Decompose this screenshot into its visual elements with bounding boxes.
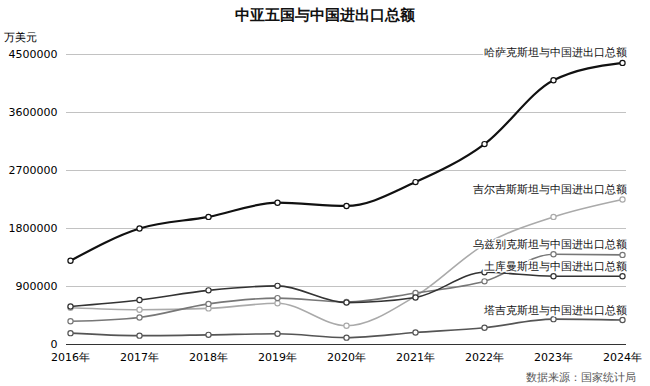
html-text:中亚五国与中国进出口总额: 中亚五国与中国进出口总额: [235, 6, 415, 24]
html-text:数据来源：国家统计局: 数据来源：国家统计局: [526, 371, 636, 384]
svg-text:2022年: 2022年: [465, 351, 504, 364]
svg-text:土库曼斯坦与中国进出口总额: 土库曼斯坦与中国进出口总额: [484, 260, 627, 273]
svg-text:塔吉克斯坦与中国进出口总额: 塔吉克斯坦与中国进出口总额: [483, 304, 627, 317]
svg-text:3600000: 3600000: [9, 106, 58, 119]
svg-text:吉尔吉斯斯坦与中国进出口总额: 吉尔吉斯斯坦与中国进出口总额: [473, 183, 627, 196]
svg-text:2024年: 2024年: [603, 351, 642, 364]
svg-text:4500000: 4500000: [9, 48, 58, 61]
svg-text:哈萨克斯坦与中国进出口总额: 哈萨克斯坦与中国进出口总额: [484, 46, 627, 59]
svg-text:2021年: 2021年: [396, 351, 435, 364]
svg-text:2016年: 2016年: [51, 351, 90, 364]
svg-text:万美元: 万美元: [4, 31, 37, 44]
svg-text:2017年: 2017年: [120, 351, 159, 364]
svg-text:2700000: 2700000: [9, 164, 58, 177]
svg-text:1800000: 1800000: [9, 222, 58, 235]
svg-text:2019年: 2019年: [258, 351, 297, 364]
svg-text:0: 0: [51, 338, 58, 351]
svg-text:2020年: 2020年: [327, 351, 366, 364]
svg-text:2018年: 2018年: [189, 351, 228, 364]
svg-text:900000: 900000: [16, 280, 58, 293]
svg-text:乌兹别克斯坦与中国进出口总额: 乌兹别克斯坦与中国进出口总额: [473, 238, 627, 251]
svg-text:2023年: 2023年: [534, 351, 573, 364]
